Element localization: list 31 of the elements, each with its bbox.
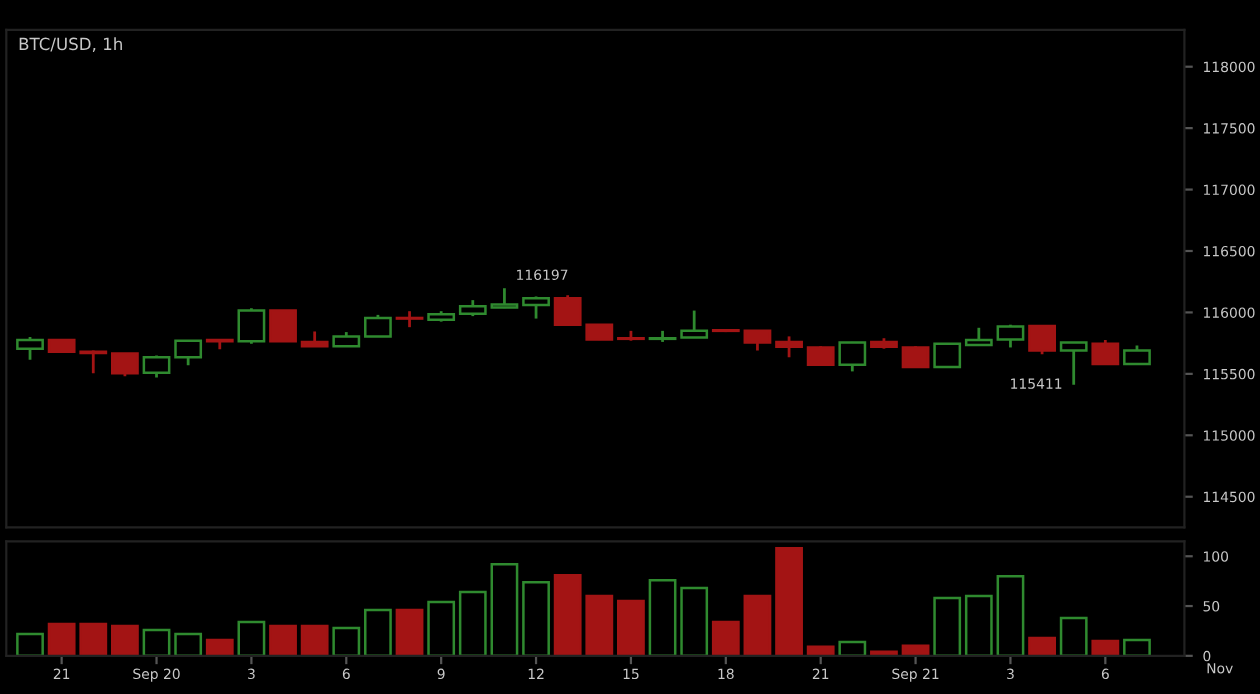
bar [269,624,297,656]
bar [617,599,645,656]
bar [300,624,329,656]
bar [458,590,487,656]
bar [1028,636,1056,656]
bar [1059,616,1088,656]
bar [806,645,835,656]
bar [838,640,867,656]
bar [490,562,519,656]
bar [142,628,171,656]
bar [775,547,803,656]
bar [680,586,709,656]
bar [1123,638,1151,656]
bar [364,608,392,656]
bar [743,594,772,656]
bar [332,626,361,656]
bar [933,596,962,656]
bar [427,600,456,656]
chart-title: BTC/USD, 1h [19,37,122,52]
bar [996,574,1025,656]
bar [111,624,139,656]
bar [711,620,740,656]
bar [174,632,203,656]
bar [522,580,550,656]
bar [237,620,266,656]
bar [16,632,44,656]
bar [395,608,424,656]
bar [648,578,677,656]
bar [205,638,234,656]
bar [964,594,993,656]
bar [1091,639,1120,656]
